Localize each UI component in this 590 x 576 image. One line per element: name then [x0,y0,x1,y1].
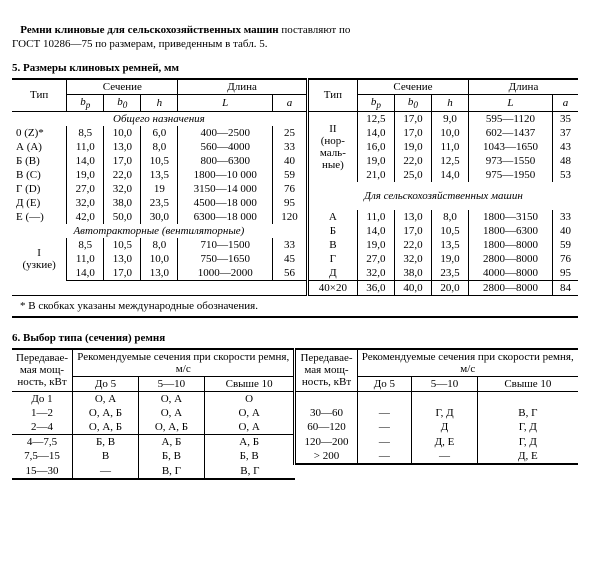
t5-footnote: * В скобках указаны международные обозна… [12,295,578,317]
t6-h-rec: Рекомендуемые сечения при скорости ремня… [73,349,295,377]
t5-h-dlina: Длина [178,79,307,95]
table5: Тип Сечение Длина Тип Сечение Длина bр b… [12,78,578,318]
intro-bold: Ремни клиновые для сельскохозяйственных … [20,24,278,36]
t5-h-dlina2: Длина [469,79,579,95]
t5-sec3: Для сельскохозяйственных машин [307,182,578,210]
t5-norm-label: II (нор- маль- ные) [307,111,357,182]
t5-sec1: Общего назначения [12,111,307,126]
table5-title: 5. Размеры клиновых ремней, мм [12,62,578,74]
table6: Передавае- мая мощ- ность, кВт Рекоменду… [12,348,578,480]
t5-h-sech2: Сечение [357,79,468,95]
t5-avto-label: I(узкие) [12,238,67,281]
t6-h-pwr2: Передавае- мая мощ- ность, кВт [295,349,357,392]
t5-sec2: Автотракторные (вентиляторные) [12,224,307,238]
t5-h-tip2: Тип [307,79,357,112]
intro-paragraph: Ремни клиновые для сельскохозяйственных … [12,23,578,52]
t5-h-sech: Сечение [67,79,178,95]
t5-h-tip: Тип [12,79,67,112]
t6-h-pwr: Передавае- мая мощ- ность, кВт [12,349,73,392]
t6-h-rec2: Рекомендуемые сечения при скорости ремня… [357,349,578,377]
table6-title: 6. Выбор типа (сечения) ремня [12,332,578,344]
